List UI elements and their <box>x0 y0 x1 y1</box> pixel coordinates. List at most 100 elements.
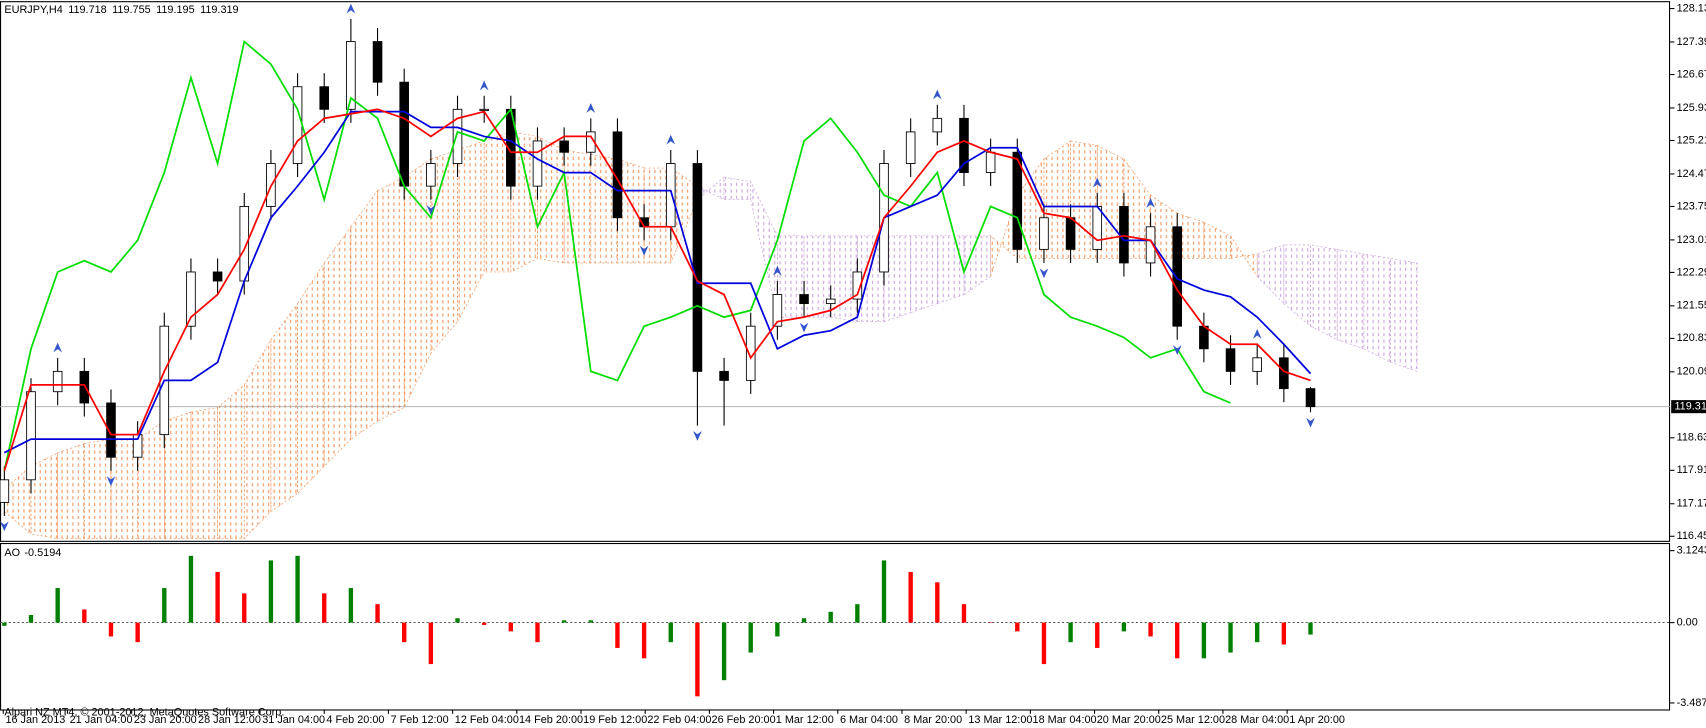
ao-bar <box>775 622 780 637</box>
candle-body <box>532 140 543 187</box>
fractal-down <box>1172 345 1182 355</box>
ao-bar <box>1121 622 1127 632</box>
cloud-segment <box>1283 244 1311 327</box>
candle-body <box>799 294 809 305</box>
ao-bar <box>2 622 7 626</box>
fractal-down <box>1039 268 1049 279</box>
y-tick-label: 116.450 <box>1677 530 1706 542</box>
main-panel <box>0 1 1671 542</box>
header-value: EURJPY,H4 <box>4 4 62 16</box>
cloud-segment <box>297 261 325 495</box>
x-tick-label: 19 Feb 12:00 <box>583 714 647 726</box>
y-tick-label: 125.930 <box>1677 102 1706 114</box>
ao-bar <box>1148 622 1153 637</box>
y-tick-label: 125.210 <box>1677 134 1706 146</box>
y-tick-label: 117.910 <box>1677 464 1706 476</box>
cloud-segment <box>350 189 378 440</box>
candle-body <box>665 163 676 228</box>
cloud-segment <box>217 384 245 539</box>
y-tick-label: 118.630 <box>1677 432 1706 444</box>
y-tick-label: 128.130 <box>1677 2 1706 14</box>
ao-bar <box>1228 622 1233 653</box>
ao-bar <box>162 588 167 623</box>
ao-y-tick-label: 3.1243 <box>1677 545 1706 557</box>
candle-body <box>52 370 63 393</box>
candle-body <box>825 298 836 305</box>
candle-body <box>692 163 703 372</box>
y-tick-label: 127.390 <box>1677 36 1706 48</box>
fractal-up <box>1252 329 1262 339</box>
cloud-segment <box>1123 158 1151 259</box>
ao-bar <box>1175 622 1180 659</box>
fractal-down <box>639 245 649 256</box>
candle-body <box>772 294 783 327</box>
ao-bar <box>55 588 60 623</box>
candle-body <box>959 117 969 174</box>
ao-bar <box>935 582 940 623</box>
fractal-down <box>426 205 436 215</box>
y-tick-label: 120.830 <box>1677 332 1706 344</box>
x-tick-label: 1 Mar 12:00 <box>776 714 834 726</box>
candle-body <box>1065 217 1076 250</box>
cloud-segment <box>483 131 512 273</box>
x-tick-label: 1 Apr 20:00 <box>1289 714 1345 726</box>
fractal-up <box>346 3 356 14</box>
cloud-segment <box>1310 244 1338 341</box>
candle-body <box>612 131 623 219</box>
ao-bar <box>215 571 220 623</box>
cloud-segment <box>323 225 352 468</box>
candle-body <box>852 271 863 300</box>
ao-bar <box>561 620 567 623</box>
header-value: 119.718 <box>68 4 107 16</box>
candle-body <box>399 81 409 187</box>
ao-bar <box>135 622 140 643</box>
header-value: 119.195 <box>156 4 195 16</box>
indicator-line <box>3 110 1312 454</box>
x-tick-label: 20 Mar 20:00 <box>1097 714 1161 726</box>
ao-bar <box>881 560 887 623</box>
cloud-segment <box>830 235 858 323</box>
x-tick-label: 22 Feb 04:00 <box>647 714 711 726</box>
cloud-segment <box>803 235 832 318</box>
ao-bar <box>961 604 967 623</box>
cloud-segment <box>270 302 298 513</box>
cloud-segment <box>1363 253 1391 363</box>
x-tick-label: 31 Jan 04:00 <box>262 714 325 726</box>
candle-body <box>1225 348 1236 372</box>
candle-body <box>452 108 463 164</box>
x-tick-label: 23 Jan 20:00 <box>134 714 197 726</box>
price-box-label: 119.319 <box>1674 401 1706 413</box>
cloud-segment <box>910 235 938 314</box>
x-tick-label: 6 Mar 04:00 <box>840 714 898 726</box>
candle-body <box>719 370 729 381</box>
ao-bar <box>82 609 87 623</box>
ao-bar <box>615 622 620 648</box>
candle-body <box>559 140 569 153</box>
ao-bar <box>695 622 700 697</box>
cloud-segment <box>57 443 85 539</box>
cloud-segment <box>190 407 218 539</box>
y-tick-label: 117.170 <box>1677 498 1706 510</box>
fractal-down <box>693 431 702 441</box>
ao-bar <box>108 622 114 637</box>
ao-bar <box>295 555 300 623</box>
candle-body <box>1252 357 1262 372</box>
candle-body <box>372 41 383 83</box>
ao-bar <box>1068 622 1073 643</box>
candle-body <box>1012 151 1023 250</box>
candle-body <box>1172 226 1183 327</box>
ao-bar <box>268 560 274 623</box>
cloud-segment <box>936 235 965 305</box>
cloud-segment <box>1390 258 1418 372</box>
cloud-segment <box>243 338 272 540</box>
candle-body <box>319 86 330 110</box>
x-tick-label: 28 Jan 12:00 <box>198 714 261 726</box>
cloud-segment <box>777 235 805 318</box>
ao-label: AO -0.5194 <box>4 547 61 559</box>
y-tick-label: 126.670 <box>1677 68 1706 80</box>
candle-body <box>1119 206 1129 264</box>
ao-bar <box>481 622 487 625</box>
x-tick-label: 4 Feb 20:00 <box>326 714 384 726</box>
ao-bar <box>801 618 807 623</box>
